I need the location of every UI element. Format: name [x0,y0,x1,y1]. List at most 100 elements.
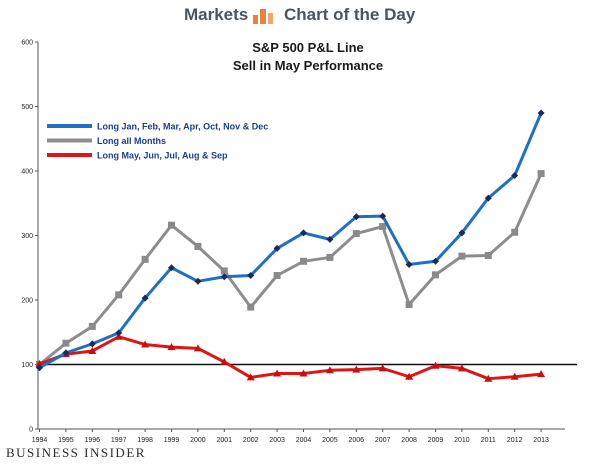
data-point [326,235,334,243]
data-point [247,271,255,279]
data-point [432,257,439,265]
tick-labels: 0 100 200 300 400 500 600 1994 1995 1996 1997 1998 1… [21,40,549,445]
legend-label: Long Jan, Feb, Mar, Apr, Oct, Nov & Dec [97,122,268,132]
x-tick-label: 2004 [296,437,312,444]
y-tick-label: 300 [21,233,33,240]
data-point [379,212,387,220]
x-tick-label: 1996 [85,437,101,444]
series-line [38,112,543,370]
x-tick-label: 1999 [164,437,180,444]
data-point [141,294,149,302]
x-tick-label: 1998 [137,437,153,444]
x-tick-label: 2000 [190,437,206,444]
brand-logo: BUSINESS INSIDER [6,445,146,460]
data-point [537,109,545,117]
data-point [115,291,123,299]
data-point [220,357,229,365]
data-point [273,271,281,279]
y-tick-label: 0 [29,427,33,434]
data-point [378,364,387,372]
data-point [510,372,519,380]
header: Markets Chart of the Day [0,0,594,34]
data-point [194,277,202,285]
data-point [352,213,360,221]
data-point [247,303,255,311]
x-tick-label: 2009 [428,437,444,444]
y-tick-label: 200 [21,298,33,305]
data-point [458,229,466,237]
data-point [352,230,360,238]
data-point [194,242,202,250]
data-point [299,369,308,377]
x-tick-label: 2002 [243,437,259,444]
data-point [246,373,255,381]
data-point [220,273,228,281]
data-point [405,261,413,269]
y-tick-label: 600 [21,40,33,47]
x-tick-label: 2008 [401,437,417,444]
chart-of-the-day-label: Chart of the Day [284,5,416,24]
x-tick-label: 2001 [217,437,233,444]
data-point [88,346,97,354]
data-point [379,222,387,230]
data-point [88,340,96,348]
data-point [484,251,492,259]
data-point [273,244,281,252]
data-point [141,255,149,263]
x-tick-label: 2012 [507,437,523,444]
data-point [115,329,123,337]
data-point [168,221,175,229]
x-tick-label: 2003 [269,437,285,444]
series-line [38,172,543,366]
x-tick-label: 1997 [111,437,127,444]
x-tick-label: 2005 [322,437,338,444]
x-tick-label: 2007 [375,437,391,444]
data-point [141,340,150,348]
data-point [273,369,282,377]
data-point [352,365,361,373]
chart-title: S&P 500 P&L Line [252,40,364,55]
data-point [168,264,175,272]
data-point [432,271,439,279]
x-tick-label: 2010 [454,437,470,444]
series-2 [36,170,545,368]
data-point [88,322,96,330]
data-point [193,344,202,352]
data-point [537,370,546,378]
data-point [325,366,334,374]
x-tick-label: 1995 [58,437,74,444]
data-point [431,361,440,369]
x-tick-label: 2006 [349,437,365,444]
data-point [457,364,466,372]
series-3 [35,332,546,382]
x-tick-label: 1994 [32,437,48,444]
y-tick-label: 400 [21,169,33,176]
data-point [458,252,466,260]
legend-label: Long May, Jun, Jul, Aug & Sep [97,151,228,161]
y-tick-label: 100 [21,362,33,369]
data-point [62,339,70,347]
chart-of-day-logo-icon [253,9,273,24]
markets-label: Markets [184,5,249,24]
data-point [511,228,519,236]
data-point [167,343,176,351]
data-point [537,170,545,178]
legend: Long Jan, Feb, Mar, Apr, Oct, Nov & Dec L… [47,122,268,161]
data-point [484,194,492,202]
series-layer [35,109,546,382]
chart-title-group: S&P 500 P&L Line Sell in May Performance [233,40,383,73]
x-tick-label: 2013 [533,437,549,444]
y-tick-label: 500 [21,104,33,111]
chart-subtitle: Sell in May Performance [233,58,383,73]
data-point [484,374,493,382]
x-tick-label: 2011 [481,437,496,444]
data-point [300,229,307,237]
data-point [62,349,70,357]
data-point [511,172,519,180]
data-point [405,372,414,380]
data-point [405,301,413,309]
data-point [36,364,43,372]
series-1 [36,109,545,372]
data-point [326,253,334,261]
